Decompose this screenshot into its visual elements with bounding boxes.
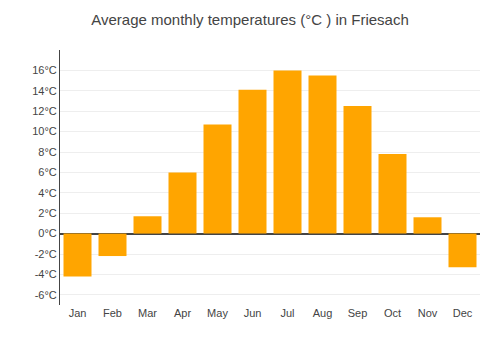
svg-text:Oct: Oct <box>384 307 401 319</box>
svg-text:14°C: 14°C <box>32 85 57 97</box>
svg-text:Mar: Mar <box>138 307 157 319</box>
svg-text:Jan: Jan <box>69 307 87 319</box>
svg-text:10°C: 10°C <box>32 125 57 137</box>
svg-text:Nov: Nov <box>418 307 438 319</box>
svg-text:Jun: Jun <box>244 307 262 319</box>
svg-text:-6°C: -6°C <box>35 289 57 301</box>
svg-text:16°C: 16°C <box>32 64 57 76</box>
svg-text:Aug: Aug <box>313 307 333 319</box>
svg-text:Feb: Feb <box>103 307 122 319</box>
svg-text:12°C: 12°C <box>32 105 57 117</box>
svg-text:4°C: 4°C <box>38 187 57 199</box>
svg-text:-2°C: -2°C <box>35 248 57 260</box>
svg-text:-4°C: -4°C <box>35 268 57 280</box>
svg-text:Average monthly temperatures (: Average monthly temperatures (°C ) in Fr… <box>91 11 409 28</box>
svg-text:May: May <box>207 307 228 319</box>
svg-text:2°C: 2°C <box>38 207 57 219</box>
svg-text:Dec: Dec <box>453 307 473 319</box>
svg-text:6°C: 6°C <box>38 166 57 178</box>
svg-text:8°C: 8°C <box>38 146 57 158</box>
svg-text:Jul: Jul <box>280 307 294 319</box>
svg-text:0°C: 0°C <box>38 227 57 239</box>
svg-text:Apr: Apr <box>174 307 191 319</box>
svg-text:Sep: Sep <box>348 307 368 319</box>
